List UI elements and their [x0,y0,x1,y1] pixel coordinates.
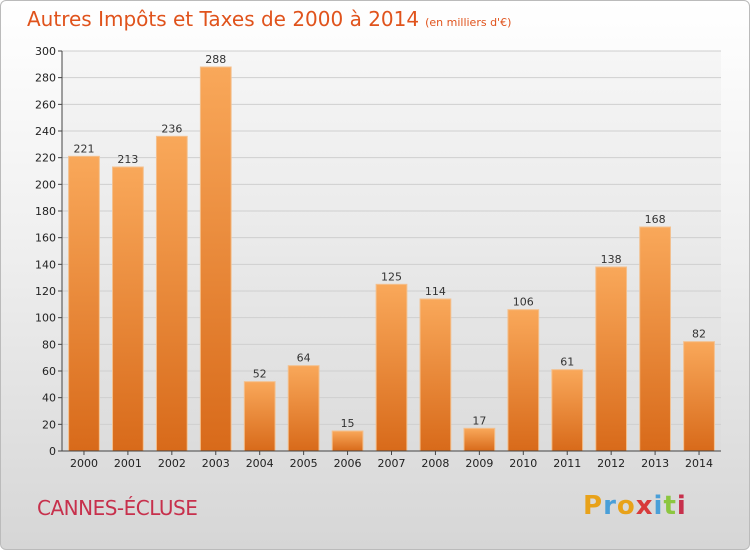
y-tick-label: 180 [35,205,56,218]
logo-letter: r [603,491,617,521]
y-tick-label: 220 [35,152,56,165]
value-label-2001: 213 [117,153,138,166]
value-label-2007: 125 [381,270,402,283]
y-tick-label: 120 [35,285,56,298]
y-tick-label: 160 [35,232,56,245]
value-label-2002: 236 [161,122,182,135]
x-tick-label-2003: 2003 [202,457,230,470]
value-label-2004: 52 [253,368,267,381]
value-label-2009: 17 [472,414,486,427]
x-tick-label-2013: 2013 [641,457,669,470]
proxiti-logo: Proxiti [583,491,687,521]
bar-2000 [68,155,100,452]
x-tick-label-2004: 2004 [246,457,274,470]
chart-unit: (en milliers d'€) [425,16,512,29]
bar-2014 [683,341,715,452]
x-tick-label-2014: 2014 [685,457,713,470]
x-tick-label-2010: 2010 [509,457,537,470]
x-tick-label-2006: 2006 [334,457,362,470]
value-label-2003: 288 [205,53,226,66]
logo-letter: t [663,491,677,521]
y-tick-label: 280 [35,72,56,85]
y-tick-label: 80 [42,338,56,351]
value-label-2006: 15 [341,417,355,430]
logo-letter: x [635,491,654,521]
value-label-2008: 114 [425,285,446,298]
x-tick-label-2001: 2001 [114,457,142,470]
commune-name: CANNES-ÉCLUSE [37,496,198,520]
bar-2010 [507,309,540,452]
logo-letter: o [616,491,636,521]
bar-2007 [375,283,408,452]
x-tick-label-2000: 2000 [70,457,98,470]
y-tick-label: 100 [35,312,56,325]
x-tick-label-2012: 2012 [597,457,625,470]
y-tick-label: 140 [35,258,56,271]
x-tick-label-2002: 2002 [158,457,186,470]
value-label-2013: 168 [645,213,666,226]
y-tick-label: 240 [35,125,56,138]
x-tick-label-2011: 2011 [553,457,581,470]
value-label-2010: 106 [513,296,534,309]
chart-title-text: Autres Impôts et Taxes de 2000 à 2014 [27,7,420,31]
value-label-2000: 221 [73,142,94,155]
bar-2009 [463,427,496,452]
bar-2001 [112,166,144,452]
y-tick-label: 300 [35,45,56,58]
logo-letter: i [653,491,664,521]
bar-2011 [551,369,584,452]
logo-letter: i [676,491,687,521]
bar-2003 [199,66,232,452]
bar-2005 [287,365,320,452]
value-label-2011: 61 [560,356,574,369]
bar-2006 [331,430,364,452]
x-tick-label-2009: 2009 [465,457,493,470]
y-tick-label: 200 [35,178,56,191]
y-tick-label: 260 [35,98,56,111]
value-label-2005: 64 [297,352,311,365]
x-tick-label-2008: 2008 [421,457,449,470]
bar-2013 [639,226,671,452]
chart-title: Autres Impôts et Taxes de 2000 à 2014 (en… [27,7,511,31]
y-tick-label: 60 [42,365,56,378]
bar-2008 [419,298,452,452]
x-tick-label-2005: 2005 [290,457,318,470]
logo-letter: P [583,491,604,521]
bar-2012 [595,266,628,452]
y-axis-ticks: 0 20 40 60 80 100 120 140 160 180 200 220 240 260 280 3… [35,45,62,458]
x-axis-ticks: 2000 2001 2002 2003 2004 2005 2006 2007 2008 2009… [70,451,713,470]
bar-2002 [155,135,188,452]
y-tick-label: 20 [42,418,56,431]
value-label-2012: 138 [601,253,622,266]
bar-2004 [243,381,276,452]
x-tick-label-2007: 2007 [378,457,406,470]
value-label-2014: 82 [692,328,706,341]
y-tick-label: 0 [49,445,56,458]
y-tick-label: 40 [42,392,56,405]
